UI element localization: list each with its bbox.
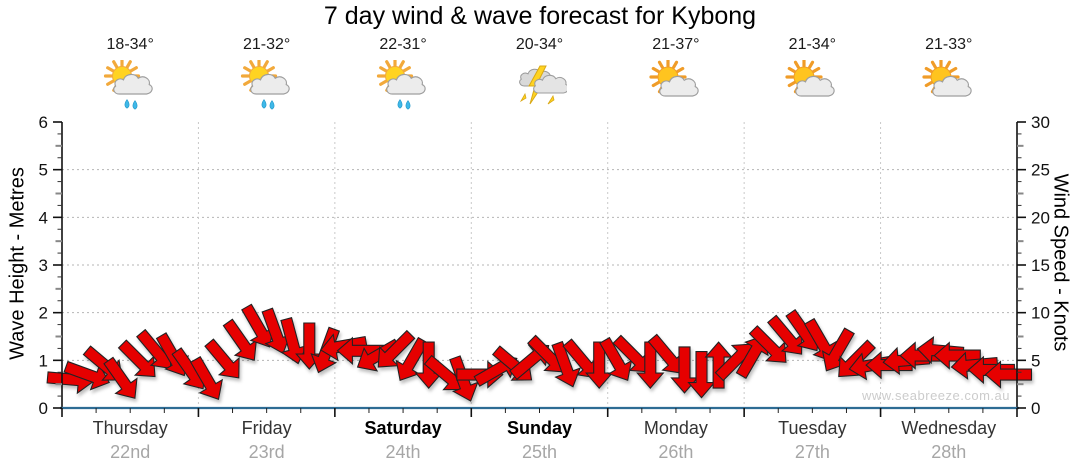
temp-range-label: 21-32° [242, 36, 291, 53]
day-name: Tuesday [778, 418, 847, 438]
temp-range-label: 20-34° [515, 36, 564, 53]
axes: 0 1 2 3 4 5 6 0 5 10 15 20 25 30 [39, 113, 1050, 418]
day-name: Monday [643, 418, 708, 438]
temp-range-label: 21-34° [788, 36, 836, 53]
wave-axis-tick-label: 0 [39, 399, 48, 418]
wind-arrow [562, 338, 598, 379]
wind-arrow [395, 336, 429, 381]
wind-arrow [803, 317, 837, 362]
wind-arrow [704, 341, 733, 389]
wind-axis-tick-label: 30 [1031, 113, 1050, 132]
day-date: 24th [385, 442, 421, 462]
wave-axis-tick-label: 4 [39, 208, 48, 227]
weather-icon-sun-cloud-rain [103, 57, 157, 112]
day-date: 23rd [248, 442, 285, 462]
wind-arrow [63, 360, 111, 391]
temp-range-label: 21-37° [652, 36, 700, 53]
wind-axis-tick-label: 10 [1031, 304, 1050, 323]
temp-range-label: 22-31° [379, 36, 427, 53]
wind-arrow [670, 346, 699, 394]
wind-axis-tick-label: 5 [1031, 351, 1040, 370]
wind-axis-tick-label: 25 [1031, 161, 1050, 180]
wind-arrow [222, 318, 258, 361]
day-date: 28th [931, 442, 967, 462]
wind-arrow [612, 334, 651, 373]
wind-arrow [636, 341, 665, 389]
wind-arrow [377, 329, 416, 368]
weather-icon-sun-cloud [785, 58, 839, 112]
wind-arrow [261, 307, 292, 355]
wave-axis-tick-label: 2 [39, 304, 48, 323]
wind-arrow [241, 303, 275, 348]
wind-axis-tick-label: 0 [1031, 399, 1040, 418]
chart-title: 7 day wind & wave forecast for Kybong [323, 2, 757, 30]
day-name: Wednesday [901, 418, 997, 438]
wind-arrow [584, 341, 614, 389]
day-date: 27th [794, 442, 830, 462]
wave-axis-tick-label: 1 [39, 351, 48, 370]
wind-arrow [336, 336, 384, 366]
wind-arrow [189, 355, 224, 401]
day-date: 26th [658, 442, 694, 462]
wind-arrow [767, 314, 803, 355]
day-name: Thursday [92, 418, 168, 438]
wind-axis-tick-label: 20 [1031, 208, 1050, 227]
wind-arrow [117, 339, 156, 378]
wave-height-axis-label: Wave Height - Metres [6, 167, 29, 360]
weather-icon-cloud-lightning [513, 60, 569, 112]
weather-icon-sun-cloud-rain [376, 57, 430, 112]
wave-axis-tick-label: 5 [39, 161, 48, 180]
wind-axis-tick-label: 15 [1031, 256, 1050, 275]
temp-range-label: 18-34° [106, 36, 154, 53]
day-name: Friday [241, 418, 292, 438]
day-date: 22nd [110, 442, 151, 462]
wind-arrow [647, 333, 684, 374]
wind-arrow [103, 356, 138, 399]
day-date: 25th [521, 442, 558, 462]
weather-icon-sun-cloud-rain [240, 57, 294, 112]
watermark: www.seabreeze.com.au [861, 388, 1010, 403]
day-name: Sunday [506, 418, 572, 438]
wind-arrows-layer [46, 303, 1033, 402]
wind-arrow [933, 341, 981, 370]
weather-icon-sun-cloud [922, 58, 976, 112]
wind-arrow [748, 325, 787, 363]
wave-axis-tick-label: 6 [39, 113, 48, 132]
wind-arrow [551, 340, 581, 388]
wind-arrow [280, 316, 308, 365]
temp-range-label: 21-33° [925, 36, 973, 53]
wind-speed-axis-label: Wind Speed - Knots [1049, 173, 1072, 352]
wind-arrow [687, 351, 716, 399]
wind-arrow [599, 336, 633, 381]
wind-arrow [204, 338, 240, 379]
wave-axis-tick-label: 3 [39, 256, 48, 275]
day-name: Saturday [364, 418, 442, 438]
weather-icon-sun-cloud [649, 58, 703, 112]
wind-arrow [984, 360, 1033, 389]
